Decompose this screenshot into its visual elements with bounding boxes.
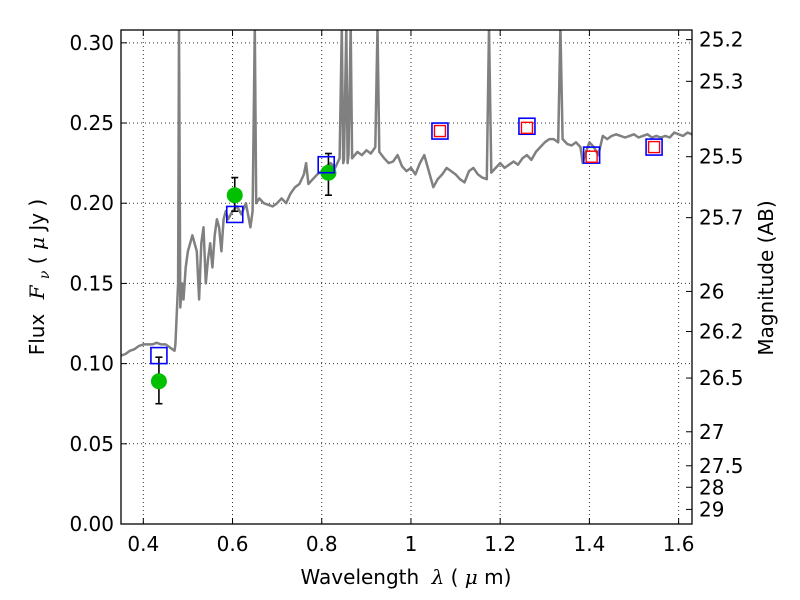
- y-tick-label: 0.20: [69, 191, 114, 215]
- predicted-flux-marker: [433, 124, 447, 138]
- model-flux-marker: [582, 146, 601, 164]
- model-flux-marker: [225, 205, 244, 224]
- predicted-flux-marker: [520, 121, 534, 135]
- model-flux-marker: [431, 122, 449, 140]
- magnitude-tick-label: 26.5: [699, 366, 744, 390]
- magnitude-tick-label: 26.2: [699, 320, 744, 344]
- magnitude-tick-label: 26: [699, 279, 724, 303]
- x-tick-label: 1.4: [573, 532, 605, 556]
- x-tick-label: 1.2: [484, 532, 516, 556]
- y-tick-label: 0.05: [69, 432, 114, 456]
- y-axis: 0.00 0.05 0.10 0.15 0.20 0.25 0.30: [69, 31, 127, 536]
- y-tick-label: 0.00: [69, 512, 114, 536]
- magnitude-tick-label: 25.2: [699, 28, 744, 52]
- y-tick-label: 0.30: [69, 31, 114, 55]
- x-tick-label: 1: [405, 532, 418, 556]
- y-axis-label: Flux F ν ( μ Jy ): [25, 199, 54, 356]
- magnitude-tick-label: 27.5: [699, 454, 744, 478]
- magnitude-tick-label: 29: [699, 497, 724, 521]
- model-flux-marker: [645, 138, 663, 156]
- x-tick-label: 0.6: [217, 532, 249, 556]
- x-tick-label: 0.8: [306, 532, 338, 556]
- predicted-flux-marker: [647, 140, 661, 154]
- x-tick-label: 1.6: [663, 532, 695, 556]
- magnitude-tick-label: 25.7: [699, 206, 744, 230]
- observed-point: [150, 373, 167, 390]
- x-axis: 0.4 0.6 0.8 1 1.2 1.4 1.6: [127, 30, 695, 556]
- model-flux-marker: [150, 346, 168, 365]
- model-spectrum-line: [121, 30, 692, 357]
- data-marks: [150, 117, 663, 405]
- magnitude-tick-label: 25.3: [699, 69, 744, 93]
- plot-frame: [120, 29, 693, 525]
- y-tick-label: 0.15: [69, 271, 114, 295]
- magnitude-tick-label: 27: [699, 420, 724, 444]
- y-tick-label: 0.25: [69, 111, 114, 135]
- model-flux-marker: [518, 117, 536, 136]
- magnitude-tick-label: 28: [699, 475, 724, 499]
- predicted-flux-marker: [585, 150, 598, 163]
- x-axis-label: Wavelength λ ( μ m): [301, 565, 512, 589]
- right-axis-label: Magnitude (AB): [754, 200, 778, 355]
- model-flux-marker: [317, 155, 336, 174]
- observed-point: [226, 187, 243, 204]
- magnitude-tick-label: 25.5: [699, 145, 744, 169]
- x-tick-label: 0.4: [127, 532, 159, 556]
- y-tick-label: 0.10: [69, 352, 114, 376]
